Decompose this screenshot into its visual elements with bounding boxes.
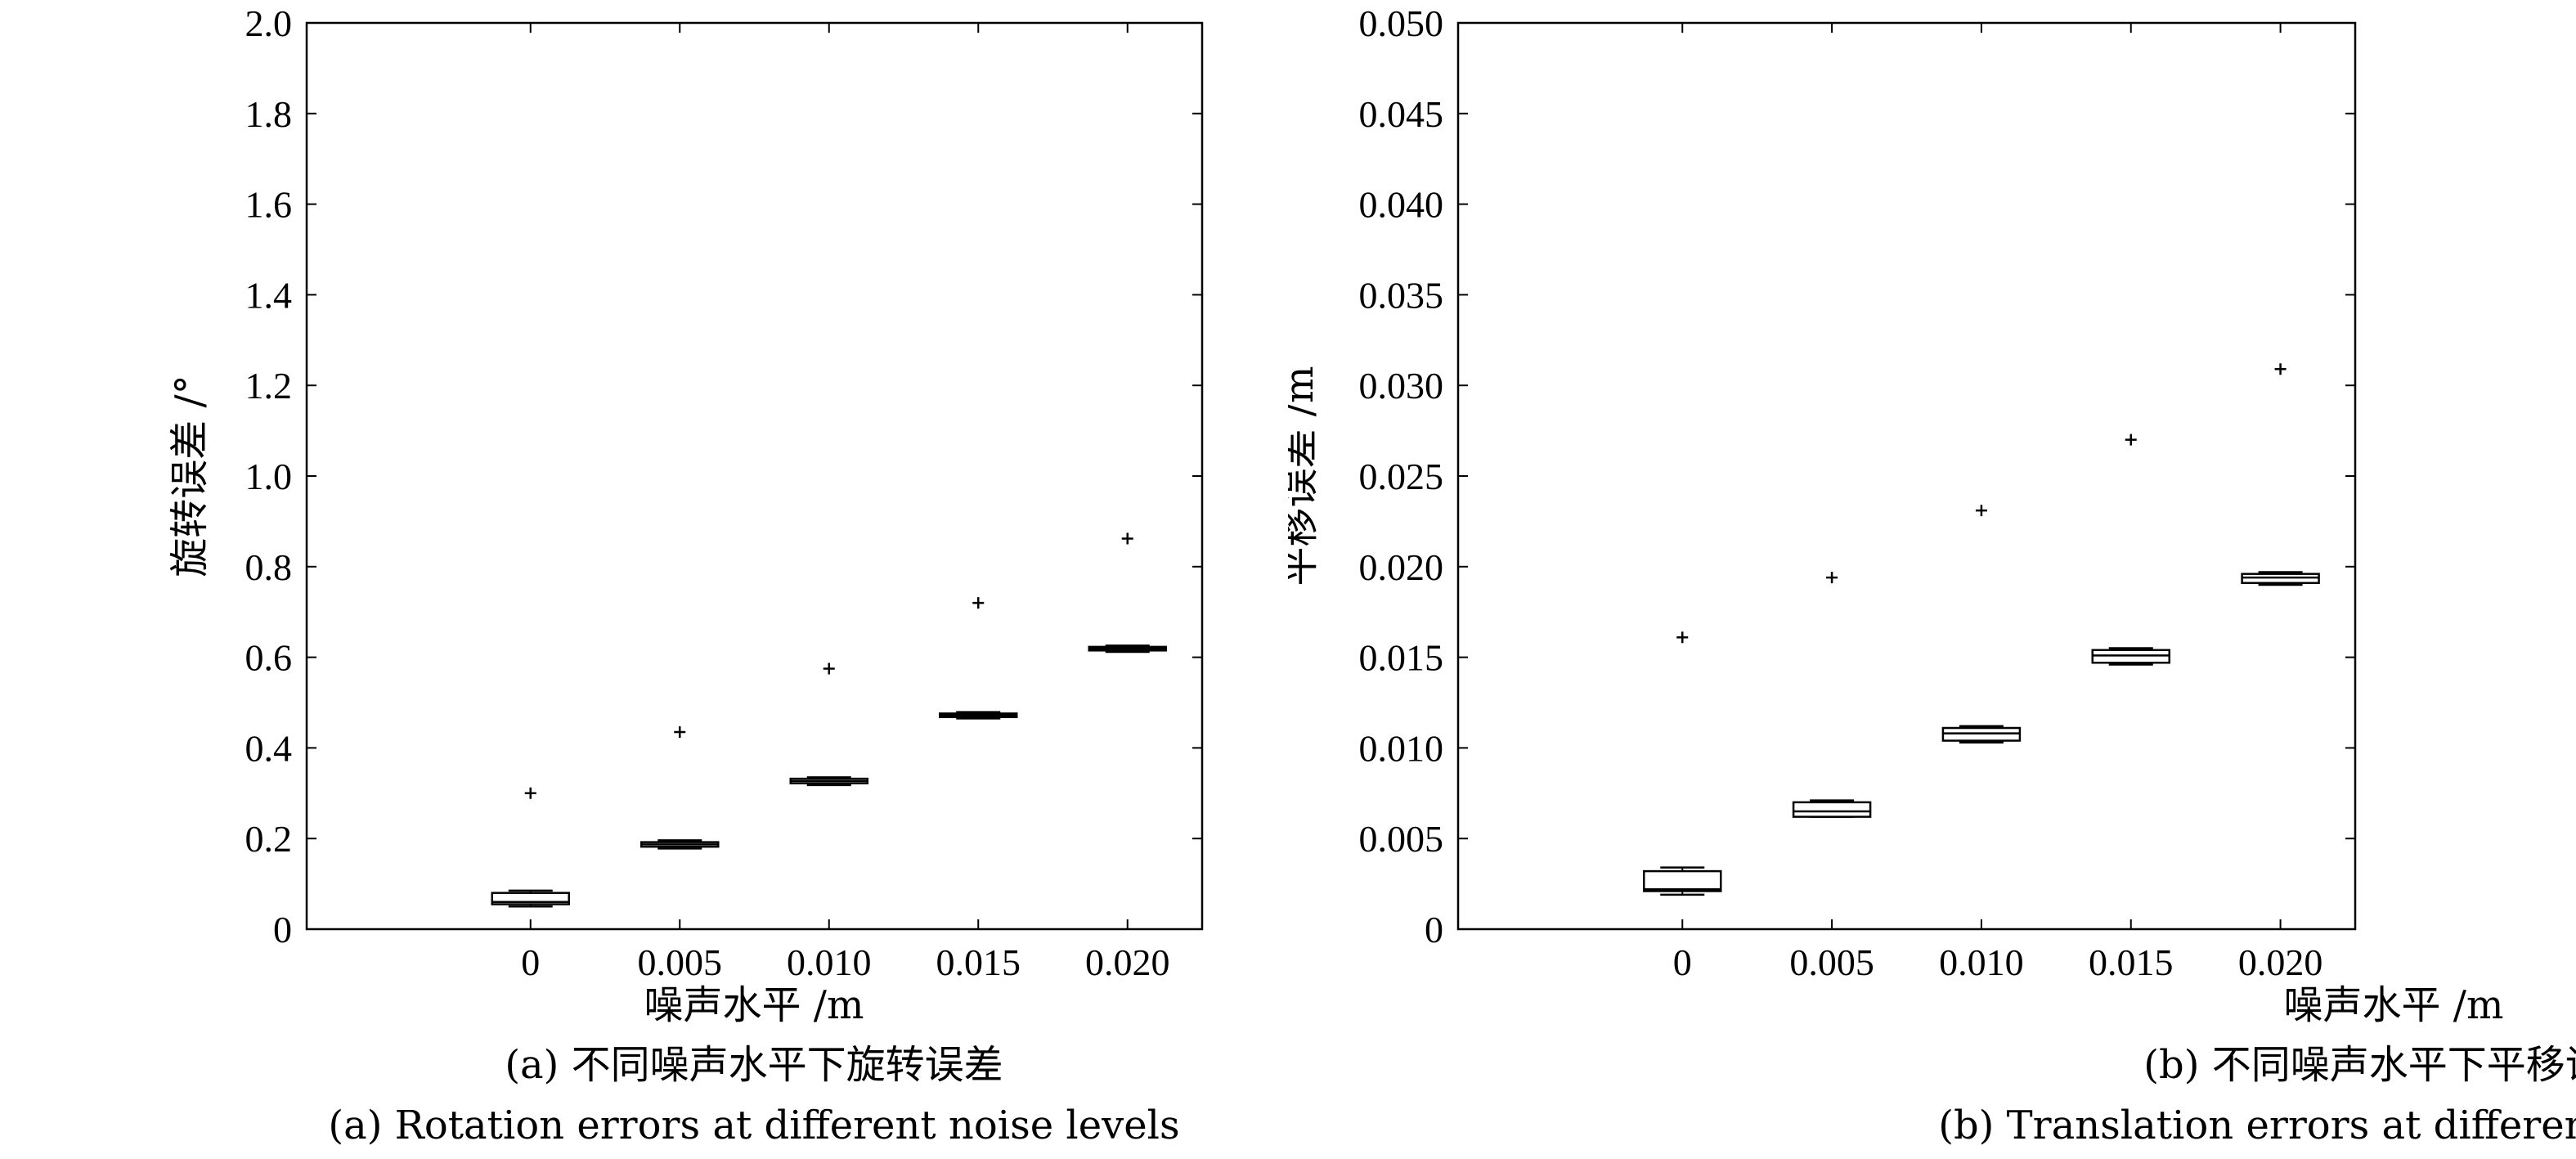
- y-tick-label: 0: [273, 909, 292, 950]
- outlier-marker: [972, 597, 985, 609]
- box-plot-3: [939, 597, 1018, 720]
- box-plot-4: [1088, 532, 1167, 654]
- box-plot-0: [491, 787, 570, 908]
- box-plot-2: [1941, 505, 2022, 744]
- outlier-marker: [2125, 434, 2137, 446]
- plot-frame: [305, 21, 1204, 931]
- y-tick-label: 0.4: [245, 727, 293, 769]
- y-tick-label: 0.010: [1359, 727, 1444, 769]
- translation-error-chart: 0 0.005 0.010 0.015 0.020 0.025 0.030 0.035 0.04…: [1288, 0, 2576, 1159]
- x-tick-label: 0.005: [1789, 941, 1874, 983]
- y-ticks: 0 0.2 0.4 0.6 0.8 1.0 1.2 1.4 1.6 1.8 2.0: [245, 2, 1202, 950]
- x-ticks: 0 0.005 0.010 0.015 0.020: [1673, 23, 2323, 983]
- x-ticks: 0 0.005 0.010 0.015 0.020: [521, 23, 1170, 983]
- y-tick-label: 0.040: [1359, 184, 1444, 226]
- y-tick-label: 0.030: [1359, 365, 1444, 407]
- y-tick-label: 0.035: [1359, 274, 1444, 316]
- translation-error-chart-svg: 0 0.005 0.010 0.015 0.020 0.025 0.030 0.035 0.04…: [1288, 2, 2576, 1148]
- x-tick-label: 0.015: [936, 941, 1021, 983]
- y-tick-label: 0.020: [1359, 546, 1444, 588]
- outlier-marker: [823, 663, 835, 675]
- y-tick-label: 0.8: [245, 546, 293, 588]
- x-axis-label: 噪声水平 /m: [2284, 982, 2504, 1028]
- box-plot-1: [1792, 572, 1872, 818]
- outlier-marker: [1975, 505, 1987, 517]
- x-tick-label: 0.005: [638, 941, 723, 983]
- plot-frame: [1456, 21, 2357, 931]
- x-tick-label: 0: [521, 941, 540, 983]
- y-tick-label: 1.8: [245, 93, 293, 135]
- box-plots: [1643, 363, 2320, 896]
- y-tick-label: 0.045: [1359, 93, 1444, 135]
- y-tick-label: 1.6: [245, 184, 293, 226]
- outlier-marker: [1121, 532, 1133, 545]
- x-tick-label: 0.015: [2089, 941, 2174, 983]
- rotation-error-chart-svg: 0 0.2 0.4 0.6 0.8 1.0 1.2 1.4 1.6 1.8 2.0 0 0.005 0.…: [167, 2, 1204, 1148]
- outlier-marker: [1676, 631, 1689, 644]
- caption-english: (b) Translation errors at different nois…: [1938, 1103, 2576, 1148]
- y-tick-label: 2.0: [245, 2, 293, 44]
- box-plot-1: [640, 726, 720, 850]
- outlier-marker: [2274, 363, 2287, 375]
- y-ticks: 0 0.005 0.010 0.015 0.020 0.025 0.030 0.035 0.04…: [1359, 2, 2355, 950]
- x-tick-label: 0.010: [1939, 941, 2024, 983]
- x-axis-label: 噪声水平 /m: [644, 982, 864, 1028]
- y-tick-label: 0.015: [1359, 637, 1444, 679]
- outlier-marker: [674, 726, 686, 739]
- y-axis-label: 平移误差 /m: [1288, 366, 1322, 586]
- x-tick-label: 0.020: [2238, 941, 2323, 983]
- y-tick-label: 1.4: [245, 274, 293, 316]
- box-plot-2: [789, 663, 868, 787]
- box-plots: [491, 532, 1167, 908]
- outlier-marker: [524, 787, 536, 799]
- box-iqr: [1643, 869, 1722, 892]
- y-tick-label: 0.6: [245, 637, 293, 679]
- caption-chinese: (a) 不同噪声水平下旋转误差: [505, 1042, 1003, 1088]
- caption-english: (a) Rotation errors at different noise l…: [328, 1103, 1179, 1148]
- outlier-marker: [1826, 572, 1838, 584]
- y-axis-label: 旋转误差 /°: [167, 375, 213, 577]
- caption-chinese: (b) 不同噪声水平下平移误差: [2143, 1042, 2576, 1088]
- x-tick-label: 0.010: [787, 941, 872, 983]
- box-plot-3: [2091, 434, 2170, 666]
- y-tick-label: 0.025: [1359, 456, 1444, 497]
- rotation-error-chart: 0 0.2 0.4 0.6 0.8 1.0 1.2 1.4 1.6 1.8 2.0 0 0.005 0.…: [167, 2, 1204, 1148]
- box-plot-0: [1643, 631, 1722, 896]
- x-tick-label: 0: [1673, 941, 1692, 983]
- y-tick-label: 0.2: [245, 818, 293, 860]
- y-tick-label: 0.050: [1359, 2, 1444, 44]
- box-iqr: [1792, 801, 1872, 818]
- y-tick-label: 1.0: [245, 456, 293, 497]
- y-tick-label: 0.005: [1359, 818, 1444, 860]
- y-tick-label: 0: [1425, 909, 1443, 950]
- x-tick-label: 0.020: [1085, 941, 1170, 983]
- box-plot-4: [2241, 363, 2320, 586]
- y-tick-label: 1.2: [245, 365, 293, 407]
